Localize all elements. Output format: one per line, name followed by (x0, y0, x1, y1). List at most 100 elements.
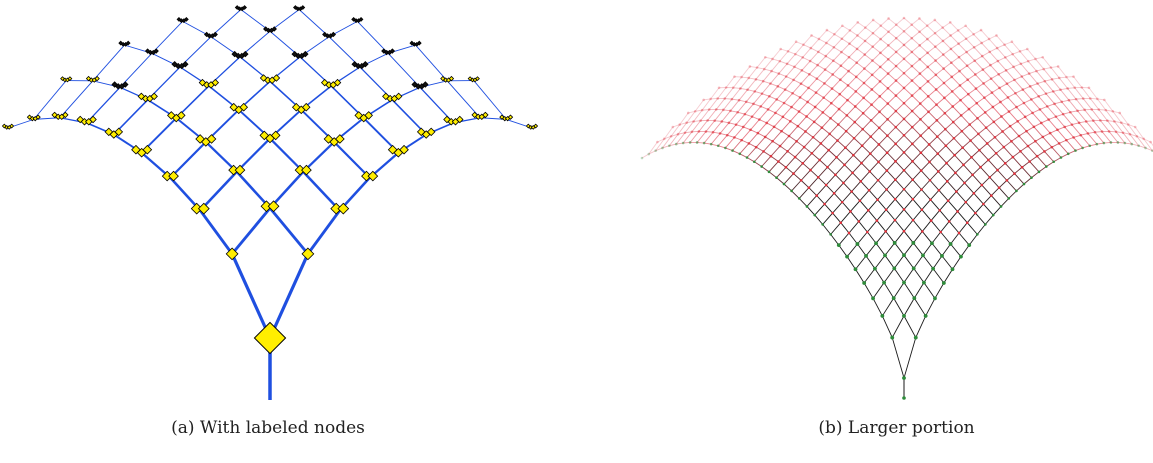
graph-node (759, 105, 763, 108)
graph-edge (943, 48, 952, 55)
graph-edge (852, 172, 862, 182)
graph-edge (1012, 50, 1021, 55)
graph-node (440, 75, 455, 83)
graph-node (647, 152, 651, 156)
graph-edge (828, 140, 838, 151)
graph-edge (1136, 135, 1146, 149)
graph-node (959, 98, 962, 102)
graph-node (1047, 118, 1050, 121)
graph-node (1007, 110, 1011, 113)
graph-node (717, 86, 721, 90)
graph-node (794, 40, 798, 44)
graph-edge (846, 256, 856, 270)
graph-edge (948, 221, 960, 234)
graph-edge (794, 44, 804, 55)
graph-edge (641, 153, 650, 159)
graph-edge (965, 201, 976, 214)
graph-edge (670, 124, 681, 137)
graph-edge (919, 66, 929, 74)
graph-edge (772, 48, 782, 60)
graph-node (676, 132, 680, 136)
graph-node (784, 165, 788, 169)
graph-node (940, 253, 944, 258)
graph-edge (827, 166, 836, 176)
graph-edge (913, 282, 925, 299)
graph-edge (1018, 130, 1027, 137)
graph-node (971, 173, 974, 177)
graph-edge (903, 179, 913, 190)
graph-edge (999, 83, 1008, 89)
graph-edge (877, 170, 888, 181)
graph-edge (1032, 112, 1042, 124)
graph-edge (768, 86, 779, 97)
graph-edge (1008, 111, 1019, 122)
graph-edge (822, 224, 832, 235)
graph-edge (942, 21, 951, 28)
graph-node (1057, 76, 1061, 80)
graph-node (931, 266, 935, 271)
graph-node (777, 160, 780, 163)
graph-edge (951, 62, 960, 72)
graph-node (229, 102, 249, 115)
graph-node (833, 32, 836, 36)
graph-edge (721, 110, 731, 122)
graph-node (797, 197, 801, 200)
graph-edge (779, 60, 788, 65)
graph-node (1034, 57, 1037, 61)
graph-edge (790, 120, 799, 127)
graph-edge (306, 209, 341, 255)
graph-edge (975, 69, 984, 75)
graph-edge (782, 116, 791, 122)
graph-edge (912, 198, 923, 210)
graph-edge (1114, 120, 1122, 124)
graph-edge (776, 166, 787, 178)
graph-edge (848, 62, 857, 72)
graph-node (871, 59, 874, 62)
graph-edge (852, 162, 862, 174)
graph-node (131, 144, 153, 158)
graph-edge (814, 97, 824, 108)
graph-node (1036, 82, 1039, 85)
graph-node (981, 68, 985, 71)
graph-edge (982, 64, 991, 70)
graph-edge (980, 166, 991, 178)
graph-edge (791, 106, 800, 112)
graph-edge (968, 108, 978, 119)
graph-edge (956, 182, 965, 192)
graph-node (941, 26, 944, 29)
graph-node (744, 100, 748, 104)
graph-edge (1096, 98, 1107, 111)
graph-edge (857, 243, 867, 257)
graph-edge (784, 89, 793, 94)
graph-edge (967, 93, 978, 104)
graph-node (855, 47, 859, 51)
graph-edge (849, 43, 858, 50)
graph-edge (798, 187, 810, 199)
graph-edge (912, 152, 922, 162)
graph-node (933, 296, 937, 301)
graph-edge (975, 88, 985, 98)
graph-edge (903, 58, 913, 67)
graph-edge (971, 156, 981, 168)
graph-node (996, 168, 999, 172)
graph-edge (857, 21, 866, 28)
graph-edge (944, 91, 953, 99)
graph-edge (936, 128, 946, 137)
graph-edge (989, 169, 998, 178)
graph-edge (818, 38, 827, 44)
graph-node (902, 117, 906, 121)
graph-edge (751, 116, 760, 120)
graph-edge (973, 184, 983, 194)
graph-node (1070, 123, 1074, 126)
graph-node (1041, 55, 1045, 59)
graph-edge (1015, 92, 1025, 104)
graph-edge (741, 76, 749, 79)
graph-edge (1036, 68, 1044, 72)
graph-edge (808, 87, 817, 93)
graph-node (911, 178, 914, 182)
graph-node (291, 50, 309, 60)
graph-node (1013, 78, 1016, 82)
graph-edge (978, 127, 987, 135)
graph-node (812, 120, 816, 124)
graph-edge (848, 48, 858, 58)
